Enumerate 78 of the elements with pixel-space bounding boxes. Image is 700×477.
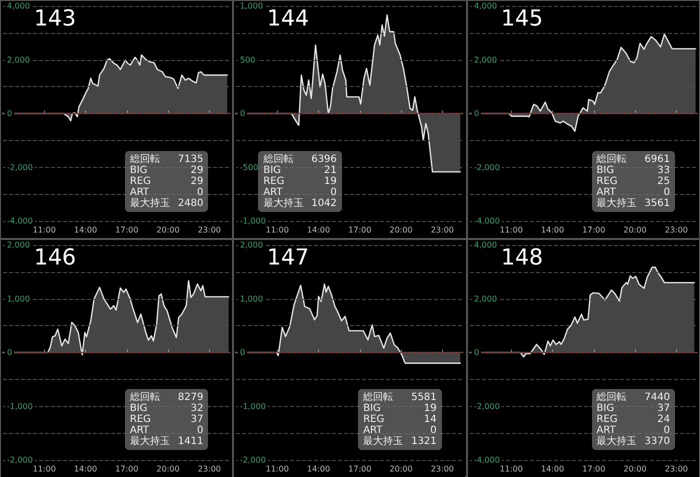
x-tick-label: 14:00 — [74, 226, 98, 234]
x-tick-label: 11:00 — [266, 226, 290, 234]
annotation: 最大持玉 2480 — [130, 198, 204, 208]
y-tick-label: -1,000 — [7, 401, 33, 410]
y-tick-label: 0 — [7, 348, 12, 356]
y-tick-label: -4,000 — [7, 216, 33, 226]
y-tick-label: 4,000 — [474, 240, 497, 249]
x-tick-label: 20:00 — [156, 464, 180, 473]
y-tick-label: 4,000 — [474, 2, 497, 10]
x-tick-label: 23:00 — [431, 464, 454, 473]
y-tick-label: 2,000 — [474, 55, 497, 64]
chart-title: 144 — [267, 6, 310, 32]
x-tick-label: 23:00 — [664, 464, 688, 473]
annotation: 最大持玉 1042 — [263, 198, 337, 208]
x-tick-label: 20:00 — [623, 464, 646, 473]
stats-box: 総回転 8279 BIG 32 REG 37 ART 0 最大持玉 1411 — [124, 389, 208, 450]
y-tick-label: 4,000 — [7, 2, 30, 10]
chart-title: 146 — [34, 245, 76, 270]
y-tick-label: 0 — [240, 348, 246, 356]
chart-title: 143 — [34, 6, 76, 32]
x-tick-label: 23:00 — [431, 226, 454, 234]
y-tick-label: 2,000 — [474, 294, 497, 303]
chart-title: 148 — [500, 245, 543, 270]
stats-box: 総回転 5581 BIG 19 REG 14 ART 0 最大持玉 1321 — [358, 389, 442, 450]
x-tick-label: 14:00 — [307, 464, 330, 473]
x-tick-label: 11:00 — [32, 226, 56, 234]
x-tick-label: 11:00 — [266, 464, 290, 473]
y-tick-label: -4,000 — [474, 216, 500, 226]
annotation: 最大持玉 3370 — [596, 436, 670, 447]
x-tick-label: 11:00 — [499, 464, 522, 473]
y-tick-label: 2,000 — [240, 240, 264, 249]
x-tick-label: 20:00 — [156, 226, 180, 234]
y-tick-label: 0 — [474, 348, 479, 356]
y-tick-label: -4,000 — [474, 455, 500, 464]
y-tick-label: 2,000 — [7, 55, 30, 64]
y-tick-label: 500 — [240, 55, 256, 64]
y-tick-label: -1,000 — [240, 401, 266, 410]
y-tick-label: -1,000 — [240, 216, 266, 226]
y-tick-label: 1,000 — [240, 2, 264, 10]
y-tick-label: -2,000 — [474, 401, 500, 410]
x-tick-label: 17:00 — [348, 226, 372, 234]
x-tick-label: 20:00 — [390, 464, 413, 473]
annotation: 最大持玉 3561 — [596, 198, 670, 208]
stats-box: 総回転 7135 BIG 29 REG 29 ART 0 最大持玉 2480 — [124, 150, 208, 212]
y-tick-label: 0 — [240, 109, 246, 118]
y-tick-label: 0 — [7, 109, 12, 118]
x-tick-label: 11:00 — [499, 226, 522, 234]
x-tick-label: 14:00 — [540, 464, 564, 473]
x-tick-label: 17:00 — [582, 464, 606, 473]
y-tick-label: -2,000 — [7, 455, 33, 464]
x-tick-label: 14:00 — [540, 226, 564, 234]
y-tick-label: 2,000 — [7, 240, 30, 249]
x-tick-label: 14:00 — [307, 226, 330, 234]
x-tick-label: 23:00 — [664, 226, 688, 234]
y-tick-label: 1,000 — [7, 294, 30, 303]
chart-title: 147 — [267, 245, 310, 270]
x-tick-label: 17:00 — [348, 464, 372, 473]
x-tick-label: 20:00 — [390, 226, 413, 234]
annotation: 最大持玉 1411 — [130, 436, 204, 447]
stats-box: 総回転 6961 BIG 33 REG 25 ART 0 最大持玉 3561 — [592, 150, 675, 212]
x-tick-label: 17:00 — [115, 464, 138, 473]
stats-box: 総回転 7440 BIG 37 REG 24 ART 0 最大持玉 3370 — [592, 389, 675, 450]
x-tick-label: 17:00 — [115, 226, 138, 234]
y-tick-label: -500 — [240, 162, 258, 172]
x-tick-label: 17:00 — [582, 226, 606, 234]
y-tick-label: -2,000 — [240, 455, 266, 464]
y-tick-label: 0 — [474, 109, 479, 118]
y-tick-label: 1,000 — [240, 294, 264, 303]
x-tick-label: 20:00 — [623, 226, 646, 234]
stats-box: 総回転 6396 BIG 21 REG 19 ART 0 最大持玉 1042 — [258, 150, 342, 212]
y-tick-label: -2,000 — [7, 162, 33, 172]
x-tick-label: 11:00 — [32, 464, 56, 473]
x-tick-label: 14:00 — [74, 464, 98, 473]
chart-title: 145 — [500, 6, 543, 32]
x-tick-label: 23:00 — [198, 226, 221, 234]
y-tick-label: -2,000 — [474, 162, 500, 172]
x-tick-label: 23:00 — [198, 464, 221, 473]
annotation: 最大持玉 1321 — [363, 436, 437, 447]
